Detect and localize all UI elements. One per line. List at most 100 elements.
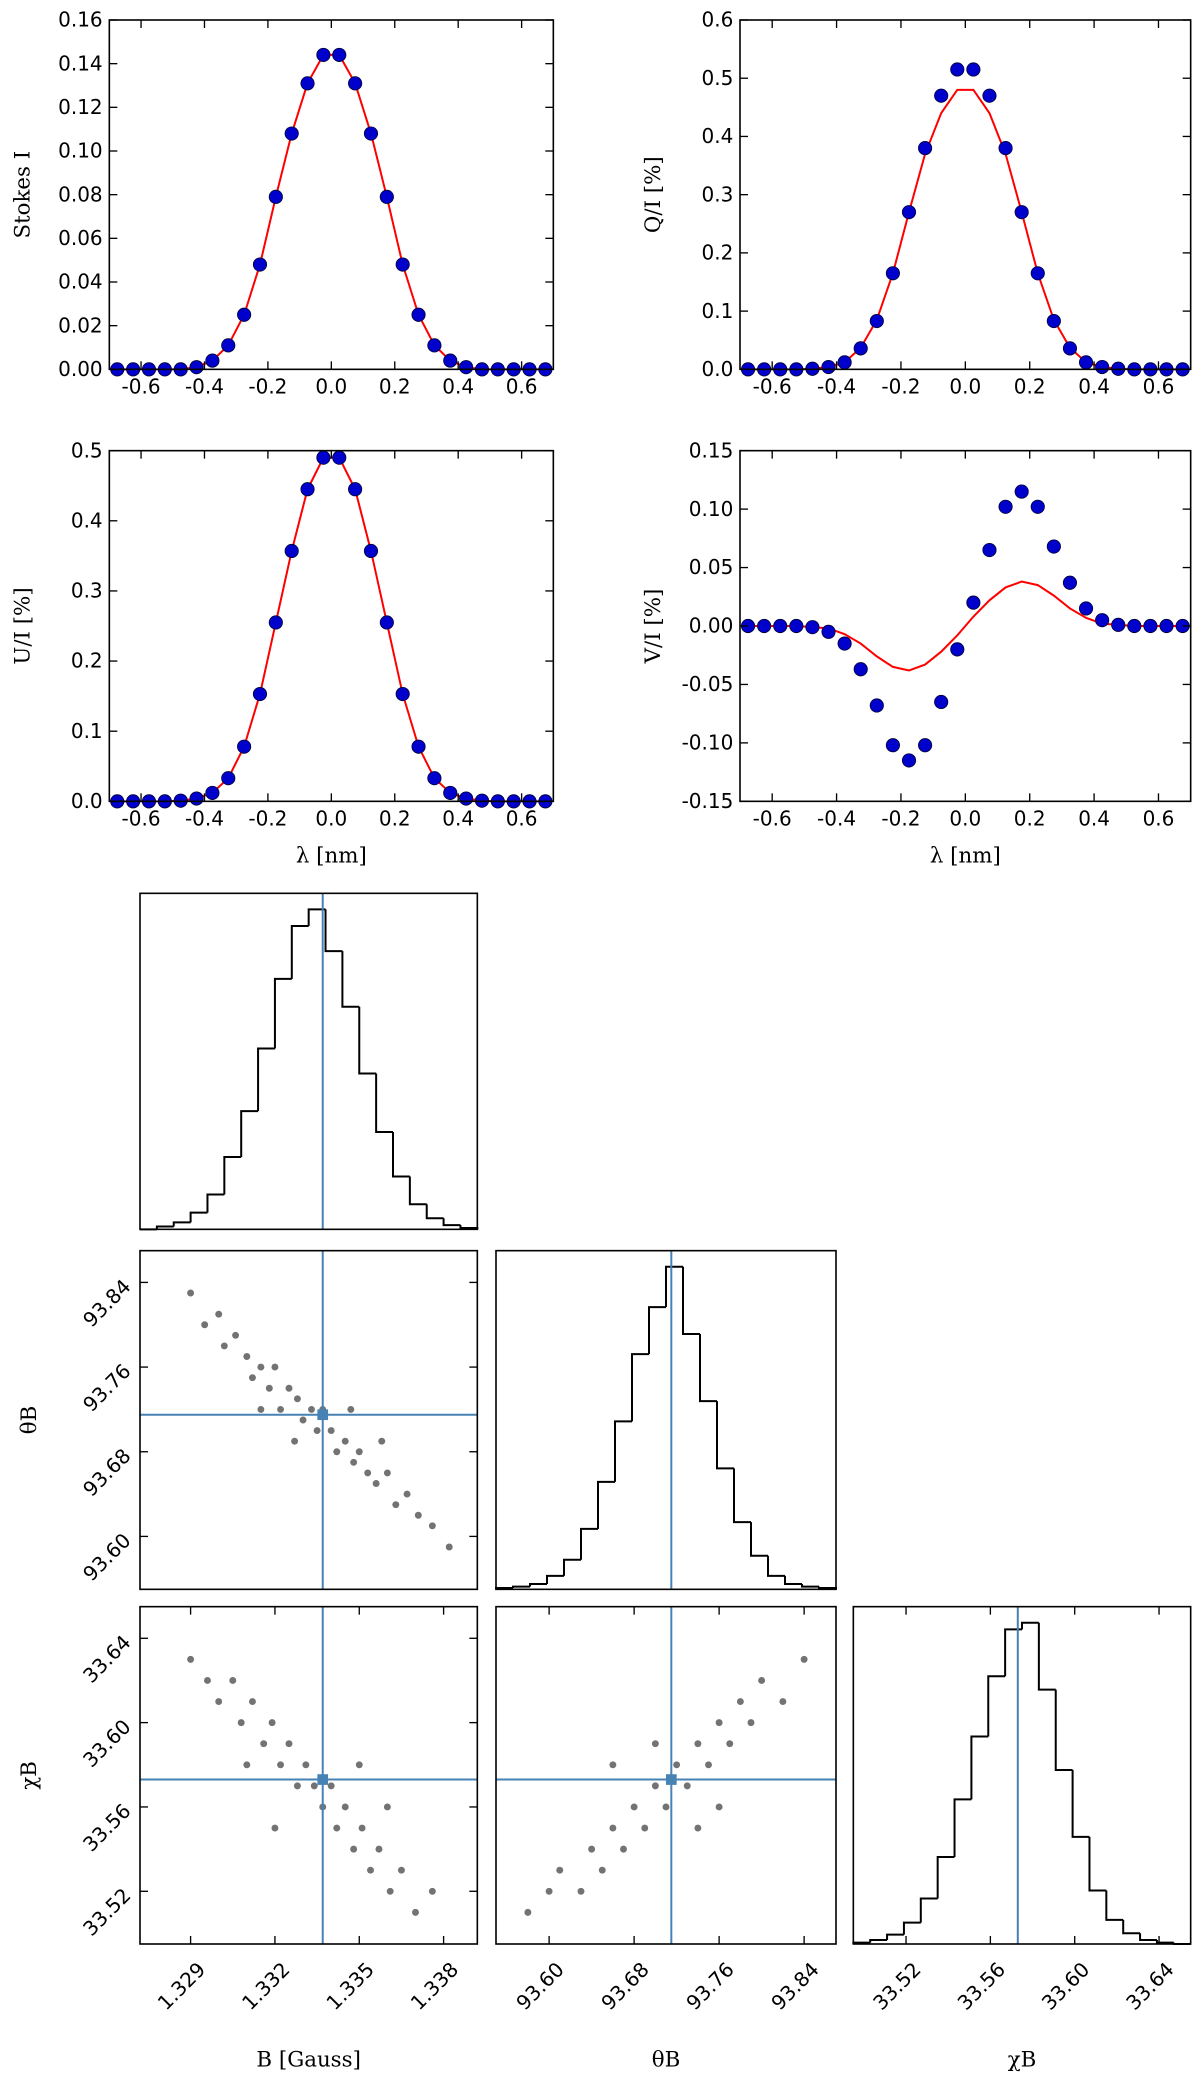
data-point xyxy=(316,47,331,63)
data-point xyxy=(998,141,1013,156)
x-tick-label: 0.6 xyxy=(1143,806,1175,830)
sample-point xyxy=(333,1824,341,1832)
y-tick-label: 0.3 xyxy=(71,579,103,603)
sample-point xyxy=(694,1740,702,1748)
panel: -0.6 -0.4 -0.2 0.0 0.2 0.4 0.6 0.0 0.1 0.2 0.3 0.4 0… xyxy=(641,8,1192,398)
x-tick-label: 0.0 xyxy=(949,374,981,398)
sample-point xyxy=(341,1803,349,1811)
data-point xyxy=(934,88,949,103)
sample-point xyxy=(673,1761,681,1769)
x-axis-label: λ [nm] xyxy=(930,844,1001,869)
x-axis-label: B [Gauss] xyxy=(256,2048,360,2073)
sample-point xyxy=(694,1824,702,1832)
histogram-bin xyxy=(784,1575,802,1585)
x-tick-label: -0.2 xyxy=(881,806,920,830)
sample-point xyxy=(609,1824,617,1832)
sample-point xyxy=(215,1310,223,1318)
y-tick-label: 0.00 xyxy=(58,357,103,381)
sample-point xyxy=(257,1363,265,1371)
sample-point xyxy=(524,1908,532,1916)
y-tick-label: 33.52 xyxy=(78,1883,135,1940)
x-tick-label: 0.0 xyxy=(315,806,347,830)
sample-point xyxy=(588,1845,596,1853)
x-tick-label: 1.335 xyxy=(321,1957,378,2014)
histogram-bin xyxy=(1155,1939,1174,1944)
y-tick-label: 0.10 xyxy=(58,139,103,163)
data-point xyxy=(757,618,772,634)
sample-point xyxy=(341,1437,349,1445)
x-tick-label: 93.60 xyxy=(511,1957,568,2014)
histogram-bin xyxy=(442,1218,461,1227)
data-point xyxy=(379,189,394,204)
data-point xyxy=(363,126,379,141)
sample-point xyxy=(364,1469,372,1477)
sample-point xyxy=(651,1782,659,1790)
data-point xyxy=(443,785,458,800)
x-axis-label: χB xyxy=(1008,2048,1037,2073)
x-tick-label: 0.4 xyxy=(1078,374,1110,398)
panel: 1.329 1.332 1.335 1.338 33.52 33.56 33.60 33.64… xyxy=(17,1605,479,2073)
y-axis-label: U/I [%] xyxy=(10,587,35,664)
sample-point xyxy=(556,1866,564,1874)
sample-point xyxy=(651,1740,659,1748)
data-point xyxy=(300,482,315,497)
plot-frame xyxy=(852,1605,1192,1945)
sample-point xyxy=(310,1782,318,1790)
x-tick-label: 0.4 xyxy=(442,806,474,830)
x-tick-label: 1.332 xyxy=(237,1957,294,2014)
sample-point xyxy=(779,1698,787,1706)
panel: 93.60 93.68 93.76 93.84 θB xyxy=(17,1249,479,1591)
x-tick-label: -0.2 xyxy=(248,374,287,398)
histogram-bin xyxy=(1037,1622,1056,1691)
sample-point xyxy=(243,1353,251,1360)
histogram-bin xyxy=(1105,1890,1124,1921)
panel: -0.6 -0.4 -0.2 0.0 0.2 0.4 0.6 0.0 0.1 0.2 0.3 0.4 0… xyxy=(10,438,555,869)
histogram-bin xyxy=(206,1193,225,1213)
histogram-bin xyxy=(223,1155,242,1195)
sample-point xyxy=(630,1803,638,1811)
data-point xyxy=(332,450,347,465)
sample-point xyxy=(758,1676,766,1684)
sample-point xyxy=(204,1676,211,1684)
data-point xyxy=(1143,618,1158,634)
histogram-bin xyxy=(425,1204,444,1220)
plot-frame xyxy=(108,449,555,803)
data-point xyxy=(459,360,474,375)
x-tick-label: 0.2 xyxy=(1014,374,1046,398)
histogram-bin xyxy=(665,1265,683,1308)
sample-point xyxy=(641,1824,649,1832)
x-tick-label: 1.329 xyxy=(153,1957,210,2014)
histogram-bin xyxy=(767,1555,785,1577)
y-tick-label: 0.06 xyxy=(58,226,103,250)
y-tick-label: 0.5 xyxy=(702,66,734,90)
data-point xyxy=(205,785,220,800)
data-point xyxy=(918,141,933,156)
data-point xyxy=(427,771,442,786)
histogram-bin xyxy=(529,1582,547,1587)
x-axis-label: λ [nm] xyxy=(296,844,367,869)
data-point xyxy=(363,543,379,559)
histogram-bin xyxy=(375,1073,393,1133)
x-tick-label: -0.4 xyxy=(817,374,856,398)
y-tick-label: 0.14 xyxy=(58,51,103,75)
sample-point xyxy=(215,1698,223,1706)
data-point xyxy=(869,698,884,713)
data-point xyxy=(237,307,252,322)
sample-point xyxy=(187,1289,195,1297)
sample-point xyxy=(237,1719,245,1727)
histogram-bin xyxy=(902,1921,921,1935)
x-tick-label: 0.0 xyxy=(315,374,347,398)
histogram-bin xyxy=(716,1401,734,1470)
data-point xyxy=(300,76,315,91)
y-axis-label: θB xyxy=(17,1406,42,1435)
sample-point xyxy=(229,1676,237,1684)
data-point xyxy=(1046,313,1061,329)
data-point xyxy=(189,360,204,375)
y-tick-label: 0.1 xyxy=(71,719,103,743)
x-tick-label: 0.2 xyxy=(379,806,411,830)
sample-point xyxy=(375,1845,383,1853)
data-point xyxy=(982,542,997,558)
sample-point xyxy=(383,1803,391,1811)
sample-point xyxy=(220,1342,228,1350)
histogram-bin xyxy=(987,1675,1006,1737)
